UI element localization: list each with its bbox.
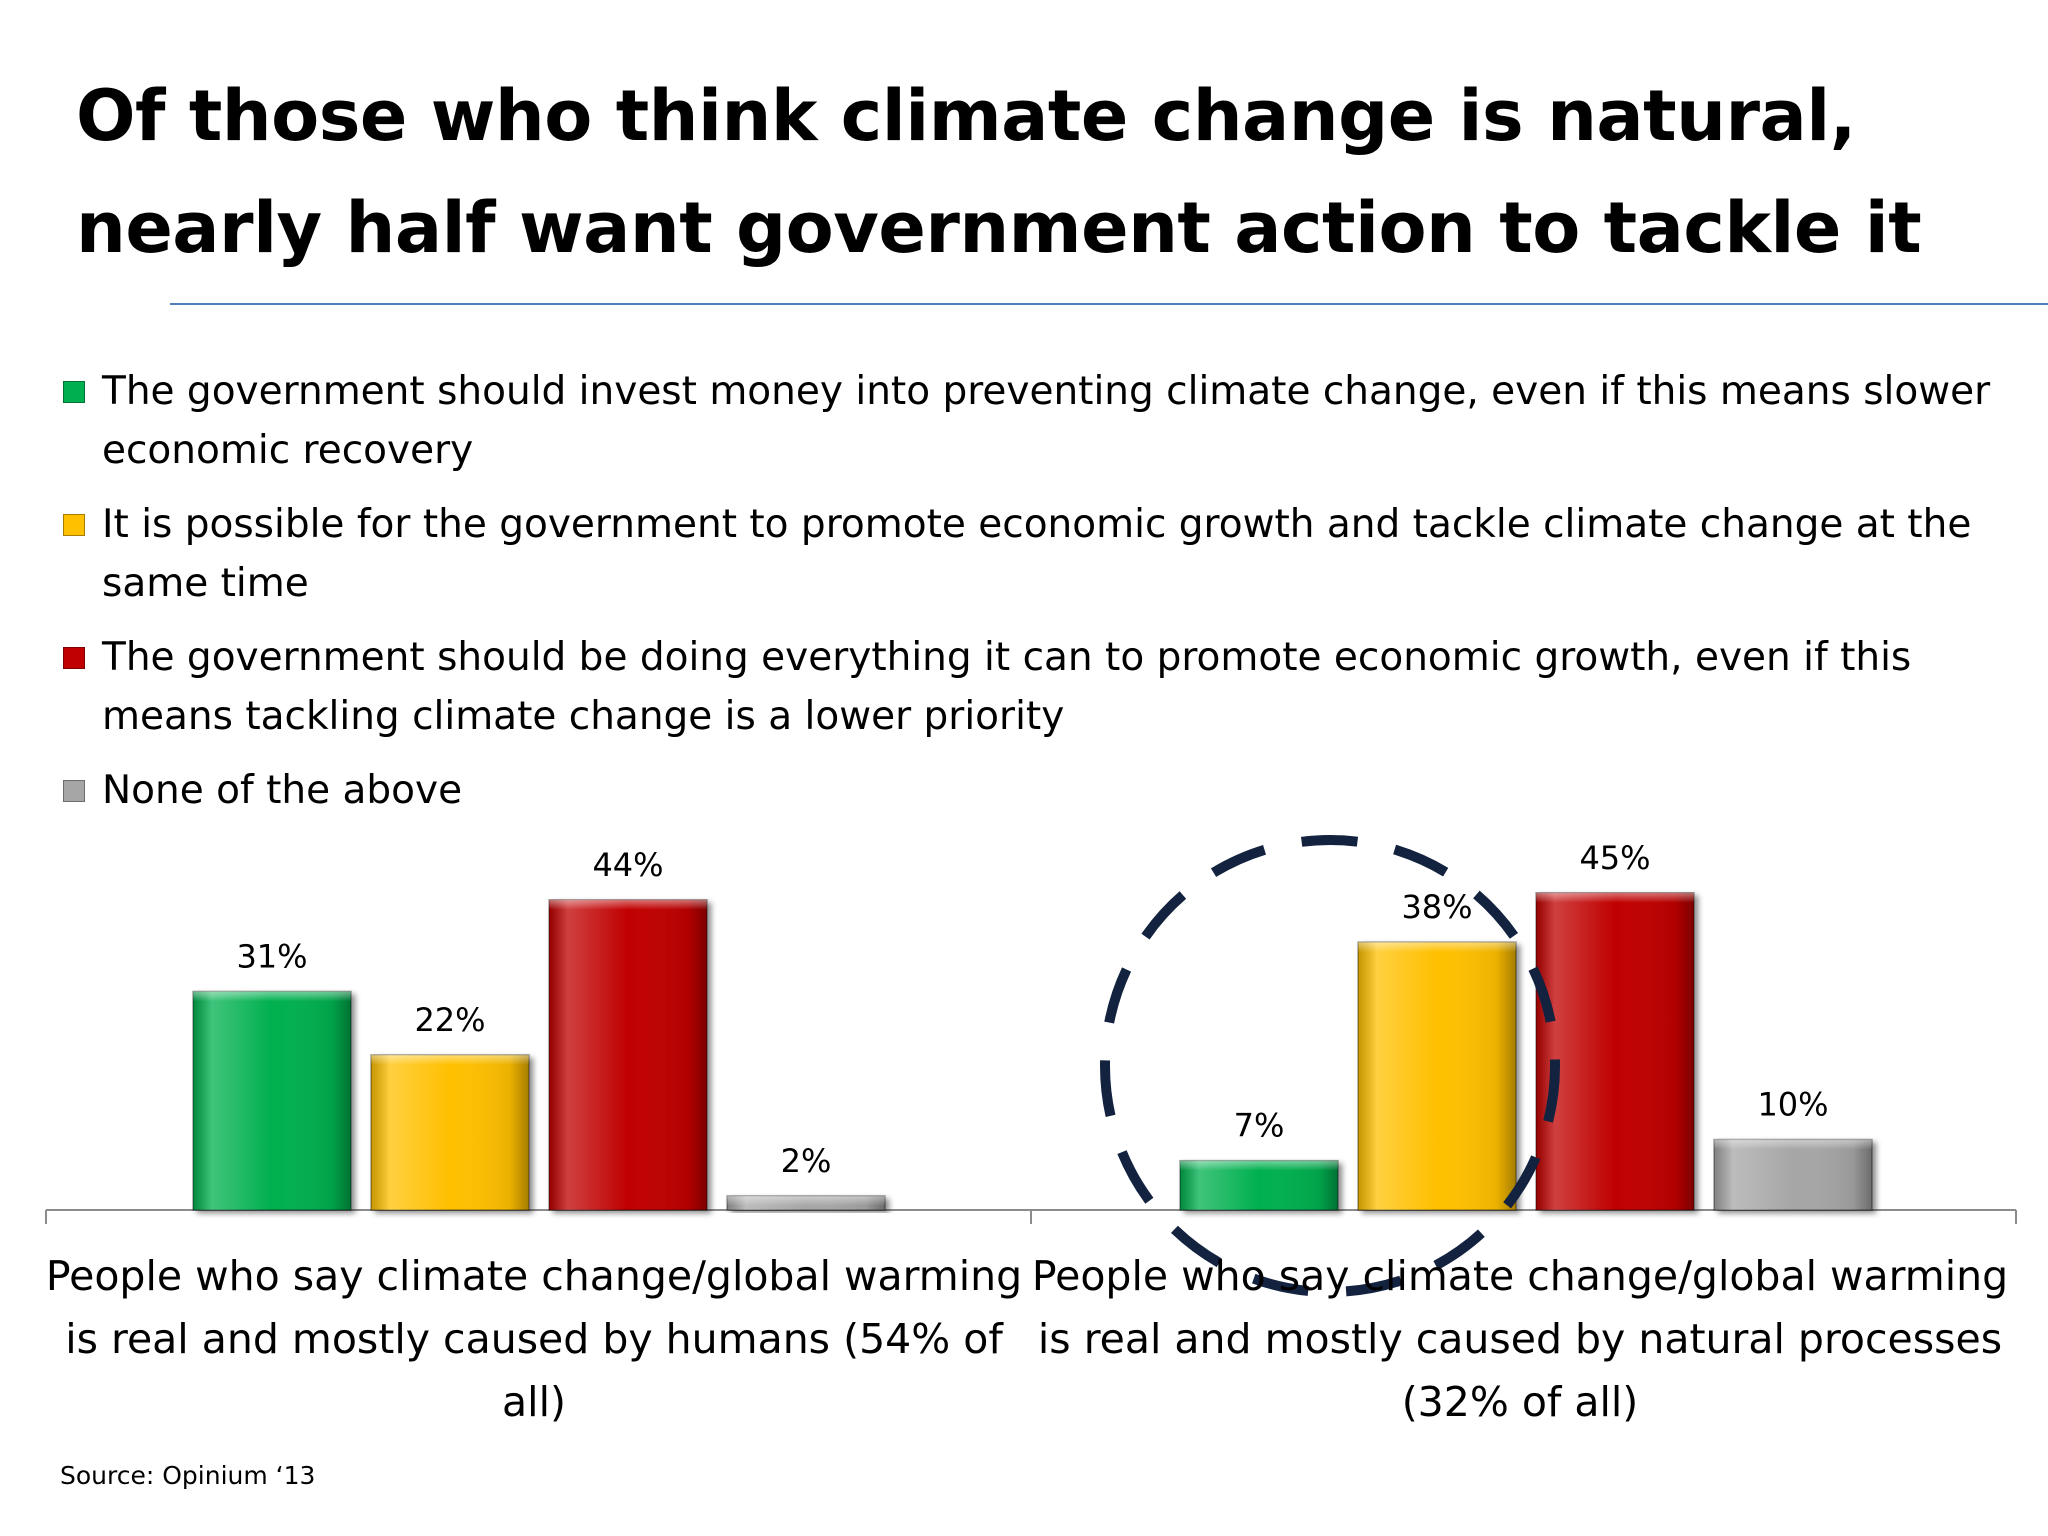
bar-bevel [1714, 1139, 1872, 1150]
data-label-humans-none: 2% [781, 1142, 832, 1180]
bar-shading [193, 991, 351, 1210]
data-labels: 31% 22% 44% 2% 7% 38% 45% 10% [236, 839, 1828, 1180]
data-label-natural-invest: 7% [1234, 1107, 1285, 1145]
bar-natural-none [1713, 1138, 1873, 1211]
bar-humans-both [370, 1054, 530, 1211]
bar-shading [1536, 892, 1694, 1210]
title-line-2: nearly half want government action to ta… [76, 187, 1922, 269]
source-note: Source: Opinium ‘13 [60, 1461, 316, 1490]
bar-natural-growth [1535, 892, 1695, 1211]
bar-bevel [549, 899, 707, 910]
bar-humans-invest [192, 990, 352, 1211]
category-label-natural: People who say climate change/global war… [1031, 1252, 2009, 1426]
bar-natural-both [1357, 941, 1517, 1211]
legend-swatch-grey [63, 780, 85, 802]
legend-label-both: It is possible for the government to pro… [102, 502, 1972, 606]
chart-legend: The government should invest money into … [60, 362, 2020, 835]
bar-bevel [1536, 892, 1694, 903]
legend-label-invest: The government should invest money into … [102, 369, 1991, 473]
data-label-humans-invest: 31% [236, 937, 307, 975]
data-label-natural-none: 10% [1757, 1086, 1828, 1124]
legend-swatch-green [63, 381, 85, 403]
bars [192, 892, 1873, 1211]
legend-item-growth: The government should be doing everythin… [60, 628, 2020, 746]
bar-bevel [1180, 1160, 1338, 1171]
bar-bevel [1358, 942, 1516, 953]
legend-swatch-red [63, 647, 85, 669]
slide-title: Of those who think climate change is nat… [76, 60, 1996, 284]
bar-shading [371, 1054, 529, 1210]
title-divider [170, 303, 2048, 305]
data-label-natural-both: 38% [1401, 888, 1472, 926]
data-label-natural-growth: 45% [1579, 839, 1650, 877]
bar-humans-none [726, 1195, 886, 1211]
bar-natural-invest [1179, 1159, 1339, 1211]
title-line-1: Of those who think climate change is nat… [76, 75, 1856, 157]
x-axis [45, 1209, 2017, 1224]
data-label-humans-both: 22% [414, 1001, 485, 1039]
annotation [1100, 835, 1560, 1297]
legend-swatch-yellow [63, 514, 85, 536]
highlight-dashed-circle [1100, 835, 1560, 1297]
category-label-humans: People who say climate change/global war… [45, 1252, 1023, 1426]
legend-item-none: None of the above [60, 761, 2020, 820]
data-label-humans-growth: 44% [592, 846, 663, 884]
bar-shading [1714, 1139, 1872, 1210]
bar-bevel [371, 1054, 529, 1065]
bar-shading [1358, 942, 1516, 1210]
legend-label-none: None of the above [102, 768, 463, 813]
bar-bevel [727, 1195, 885, 1206]
legend-label-growth: The government should be doing everythin… [102, 635, 1912, 739]
legend-item-both: It is possible for the government to pro… [60, 495, 2020, 613]
legend-item-invest: The government should invest money into … [60, 362, 2020, 480]
bar-shading [549, 899, 707, 1210]
bar-humans-growth [548, 899, 708, 1211]
bar-bevel [193, 991, 351, 1002]
